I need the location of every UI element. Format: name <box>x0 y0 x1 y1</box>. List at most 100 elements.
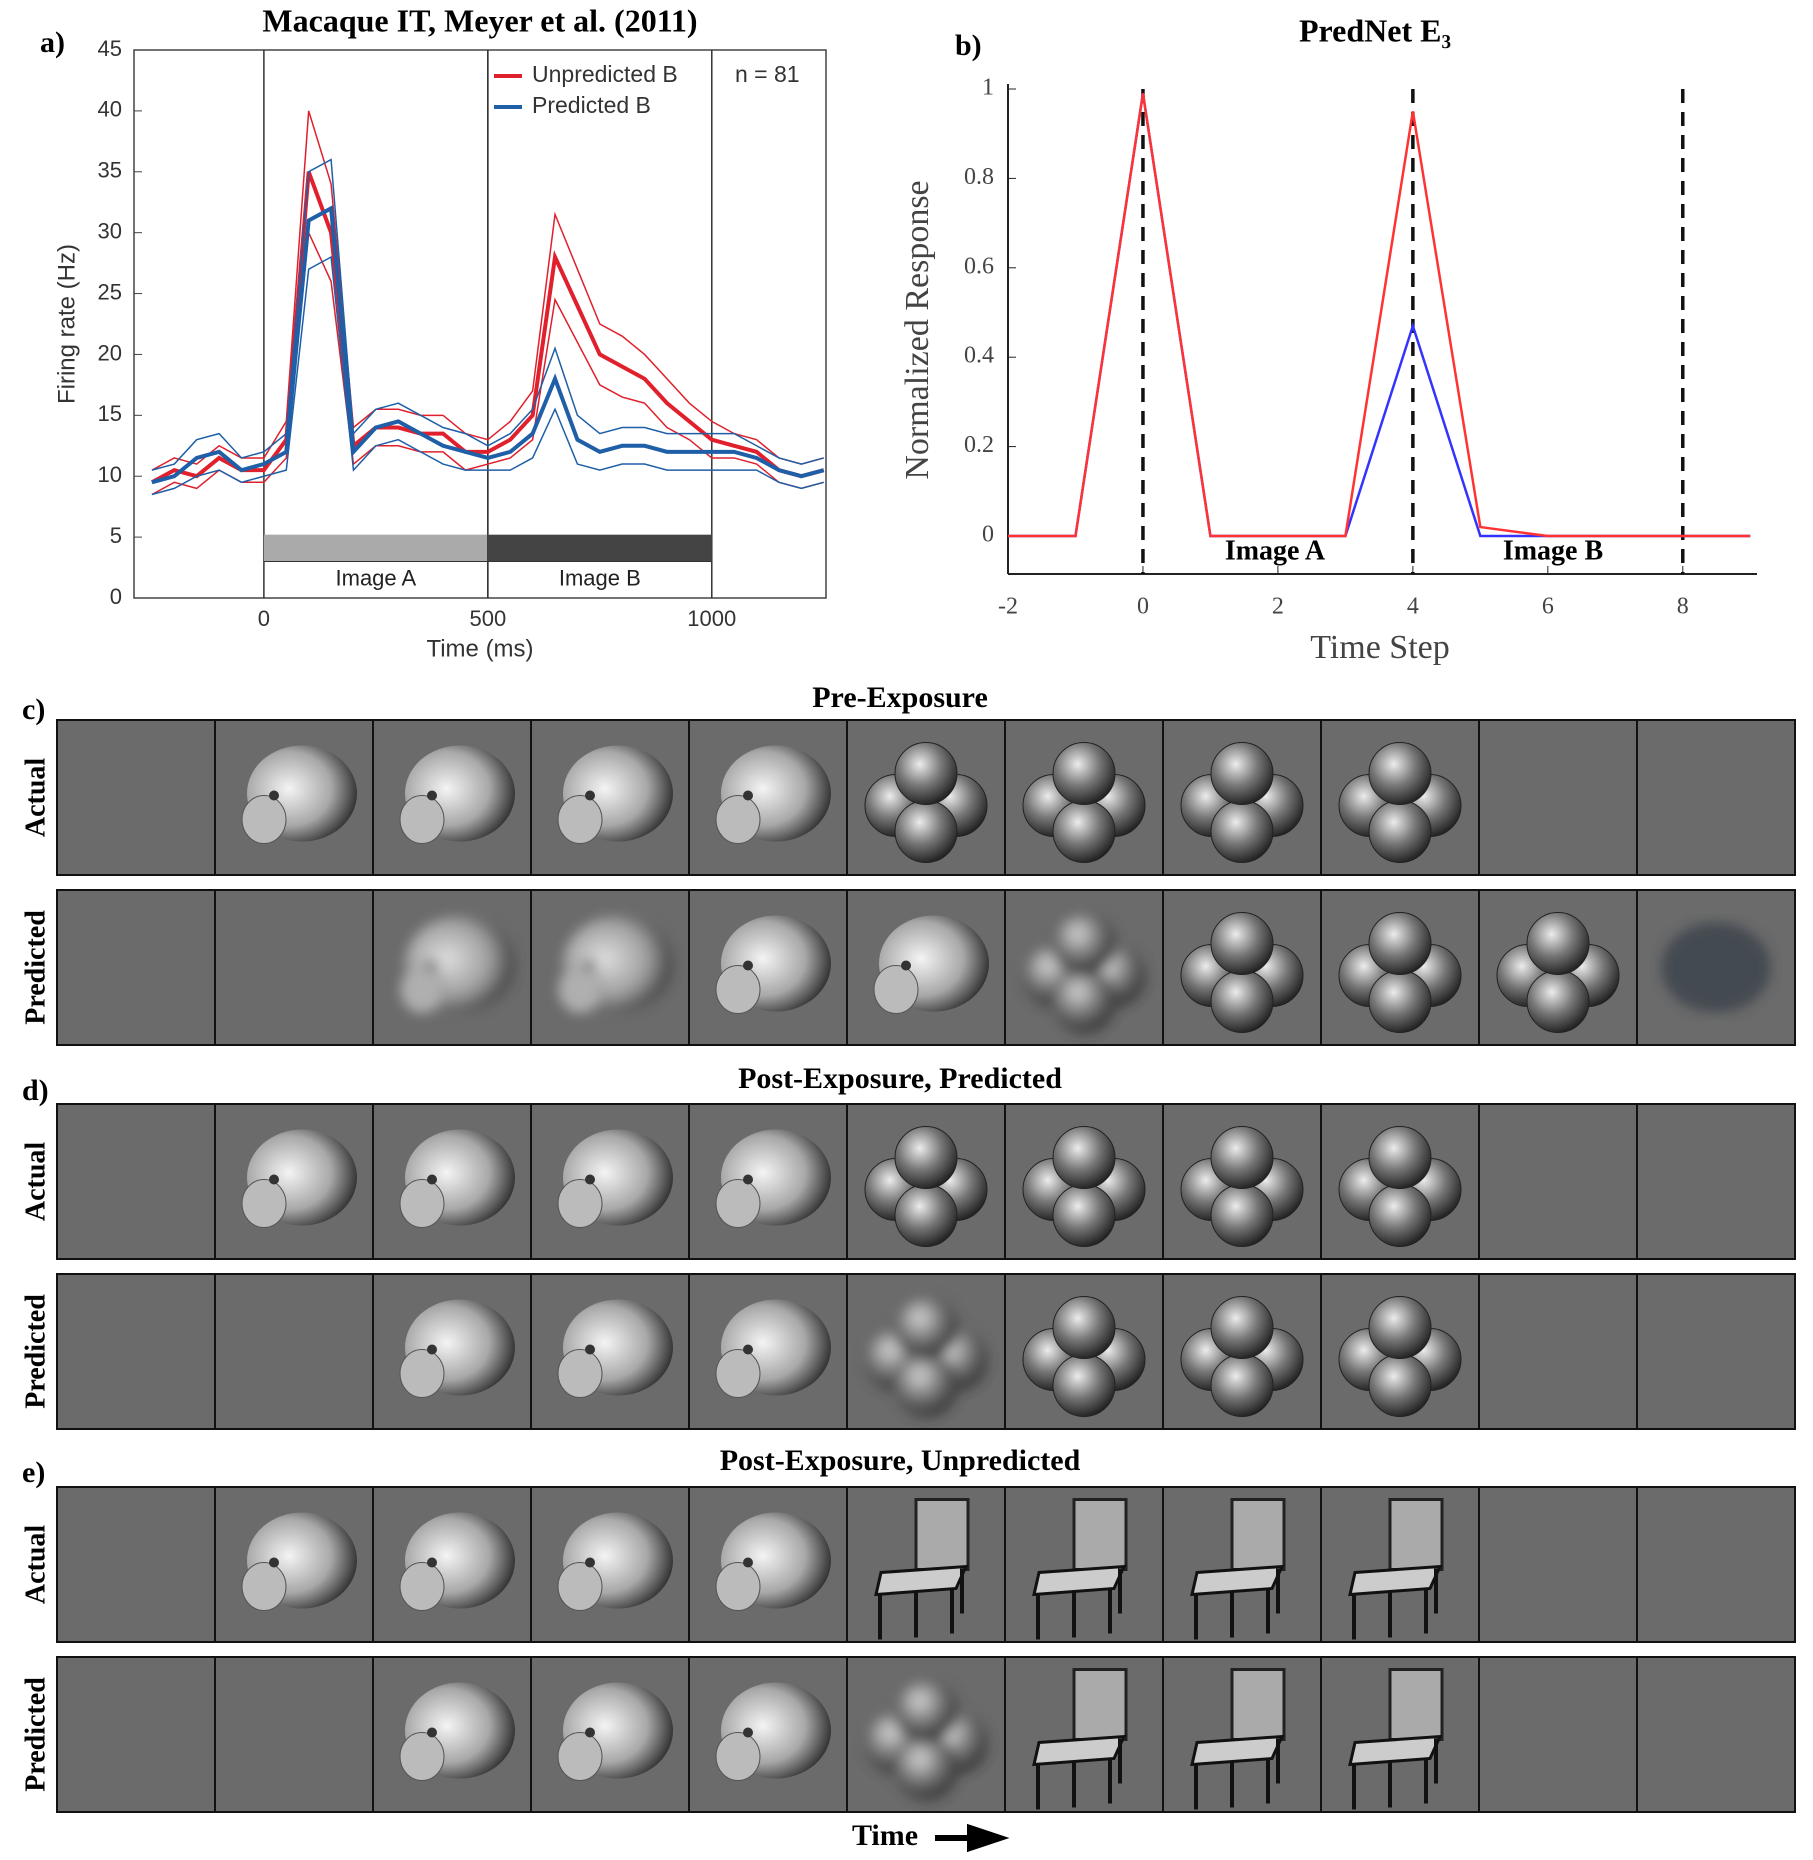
apple <box>1368 1296 1432 1359</box>
frame-cell <box>1320 1486 1480 1643</box>
y-tick-label: 0 <box>110 584 122 609</box>
head-cheek <box>241 795 287 844</box>
y-axis-label: Firing rate (Hz) <box>53 244 80 404</box>
frame-cell <box>1320 719 1480 876</box>
apple <box>1210 1184 1274 1247</box>
chart-title: Macaque IT, Meyer et al. (2011) <box>262 2 697 38</box>
apple <box>1368 1184 1432 1247</box>
plot-frame <box>133 49 827 599</box>
frame-cell <box>688 1656 848 1813</box>
frame-cell <box>214 719 374 876</box>
x-axis-label: Time (ms) <box>426 635 533 662</box>
apple <box>1210 970 1274 1033</box>
panel-label: b) <box>955 29 982 62</box>
head-image <box>399 1299 515 1398</box>
chair-back <box>914 1498 970 1571</box>
head-image <box>241 1512 357 1611</box>
frame-cell <box>688 1103 848 1260</box>
frame-cell <box>372 1656 532 1813</box>
stimulus-label: Image A <box>336 566 417 591</box>
apples-image <box>1338 912 1462 1033</box>
y-tick-label: 1 <box>982 75 994 101</box>
frame-cell <box>1162 1656 1322 1813</box>
apples-image <box>1180 742 1304 863</box>
apple <box>1210 1296 1274 1359</box>
frame-cell <box>846 1656 1006 1813</box>
frame-cell <box>1004 1656 1164 1813</box>
apple <box>894 1126 958 1189</box>
head-eye <box>743 790 753 801</box>
y-tick-label: 25 <box>98 279 122 304</box>
chair-seat <box>1032 1564 1127 1597</box>
head-eye <box>585 1557 595 1568</box>
apples-image <box>1022 1296 1146 1417</box>
legend-label: Predicted B <box>532 92 651 118</box>
head-eye <box>743 1344 753 1355</box>
frame-cell <box>1320 1656 1480 1813</box>
head-image <box>241 745 357 844</box>
apples-image <box>864 1296 988 1417</box>
stimulus-bar <box>487 534 712 562</box>
apples-image <box>1496 912 1620 1033</box>
head-cheek <box>399 795 445 844</box>
chair-seat <box>1190 1564 1285 1597</box>
chair-back <box>1072 1498 1128 1571</box>
apple <box>1368 800 1432 863</box>
chair-image <box>1032 1498 1128 1640</box>
head-image <box>557 1129 673 1228</box>
error-lower <box>151 255 824 496</box>
y-tick-label: 5 <box>110 523 122 548</box>
head-cheek <box>557 1562 603 1611</box>
head-cheek <box>399 1732 445 1781</box>
head-eye <box>585 960 595 971</box>
frame-cell <box>1636 1656 1796 1813</box>
frame-cell <box>1162 1486 1322 1643</box>
head-image <box>557 1299 673 1398</box>
head-image <box>715 915 831 1014</box>
head-eye <box>427 1727 437 1738</box>
frame-cell <box>530 889 690 1046</box>
apples-image <box>1180 912 1304 1033</box>
y-tick-label: 0.8 <box>964 164 994 190</box>
apples-image <box>1338 742 1462 863</box>
frame-cell <box>846 889 1006 1046</box>
frame-cell <box>372 1486 532 1643</box>
x-tick-label: 2 <box>1272 594 1284 620</box>
head-image <box>241 1129 357 1228</box>
panel-label: e) <box>22 1456 45 1489</box>
apple <box>894 1679 958 1742</box>
head-image <box>557 915 673 1014</box>
apples-image <box>864 1679 988 1800</box>
panel-label: a) <box>40 26 65 59</box>
row-label: Predicted <box>20 1677 51 1792</box>
apple <box>1052 970 1116 1033</box>
frame-cell <box>688 889 848 1046</box>
x-axis-label: Time Step <box>1310 629 1450 666</box>
x-tick-label: 4 <box>1407 594 1419 620</box>
frame-cell <box>1004 719 1164 876</box>
apple <box>894 742 958 805</box>
cell <box>1636 1486 1796 1643</box>
chair-seat <box>1190 1734 1285 1767</box>
y-axis-label: Normalized Response <box>899 180 936 479</box>
error-upper <box>151 110 824 471</box>
head-eye <box>269 1174 279 1185</box>
apple <box>1210 1126 1274 1189</box>
chair-seat <box>874 1564 969 1597</box>
frame-cell <box>1162 719 1322 876</box>
chair-image <box>1190 1668 1286 1810</box>
head-cheek <box>873 965 919 1014</box>
apples-image <box>864 742 988 863</box>
apple <box>1368 1126 1432 1189</box>
annotation: Image A <box>1225 535 1326 566</box>
apples-image <box>1180 1126 1304 1247</box>
apples-image <box>1338 1126 1462 1247</box>
apple <box>1210 1354 1274 1417</box>
head-eye <box>269 1557 279 1568</box>
footer-label: Time <box>852 1819 918 1852</box>
frame-cell <box>372 719 532 876</box>
panel-label: d) <box>22 1074 49 1107</box>
error-lower <box>151 229 824 496</box>
head-image <box>399 1129 515 1228</box>
chair-seat <box>1032 1734 1127 1767</box>
